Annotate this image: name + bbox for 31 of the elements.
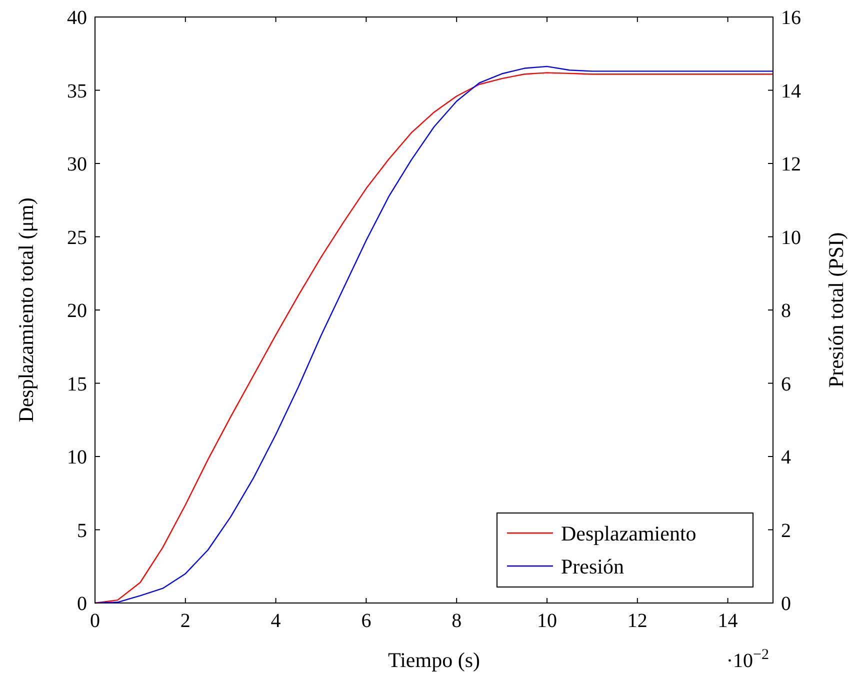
y-tick-label: 0 <box>77 593 87 615</box>
legend-label: Presión <box>561 554 624 578</box>
y2-tick-label: 2 <box>781 520 791 542</box>
y-axis-title: Desplazamiento total (μm) <box>14 198 38 422</box>
y2-tick-label: 12 <box>781 154 801 176</box>
y2-tick-label: 6 <box>781 373 791 396</box>
y-tick-label: 5 <box>77 520 87 542</box>
y2-axis-title: Presión total (PSI) <box>824 232 848 388</box>
x-axis-title: Tiempo (s) <box>388 648 480 672</box>
y-tick-label: 35 <box>67 80 87 102</box>
x-tick-label: 10 <box>537 610 557 632</box>
y-tick-label: 25 <box>67 226 87 249</box>
text: ·10$^{−2}$ <box>726 647 769 672</box>
y2-tick-label: 16 <box>781 7 801 29</box>
y-tick-label: 30 <box>67 154 87 176</box>
x-tick-label: 8 <box>452 610 462 632</box>
x-tick-label: 4 <box>270 610 281 632</box>
y-tick-label: 40 <box>67 7 87 29</box>
x-tick-label: 2 <box>180 610 190 632</box>
y2-tick-label: 4 <box>781 446 791 468</box>
y-tick-label: 10 <box>67 446 87 468</box>
x-tick-label: 14 <box>718 610 738 632</box>
y2-tick-label: 0 <box>781 593 791 615</box>
x-tick-label: 6 <box>361 610 372 632</box>
legend-label: Desplazamiento <box>561 521 696 546</box>
y2-tick-label: 8 <box>781 300 791 322</box>
y2-tick-label: 14 <box>781 80 801 102</box>
x-tick-label: 12 <box>627 610 648 632</box>
y-tick-label: 15 <box>67 373 87 396</box>
y2-tick-label: 10 <box>781 226 801 249</box>
y-tick-label: 20 <box>67 300 87 322</box>
